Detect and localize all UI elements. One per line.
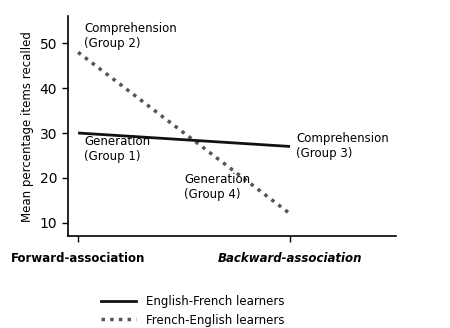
Text: Backward-association: Backward-association bbox=[218, 252, 362, 265]
Text: Forward-association: Forward-association bbox=[11, 252, 145, 265]
Text: Comprehension
(Group 3): Comprehension (Group 3) bbox=[297, 133, 389, 160]
Text: Generation
(Group 4): Generation (Group 4) bbox=[184, 174, 250, 201]
Text: Generation
(Group 1): Generation (Group 1) bbox=[85, 135, 151, 163]
Text: Comprehension
(Group 2): Comprehension (Group 2) bbox=[85, 22, 177, 50]
Y-axis label: Mean percentage items recalled: Mean percentage items recalled bbox=[21, 31, 34, 222]
Legend: English-French learners, French-English learners: English-French learners, French-English … bbox=[96, 290, 289, 328]
